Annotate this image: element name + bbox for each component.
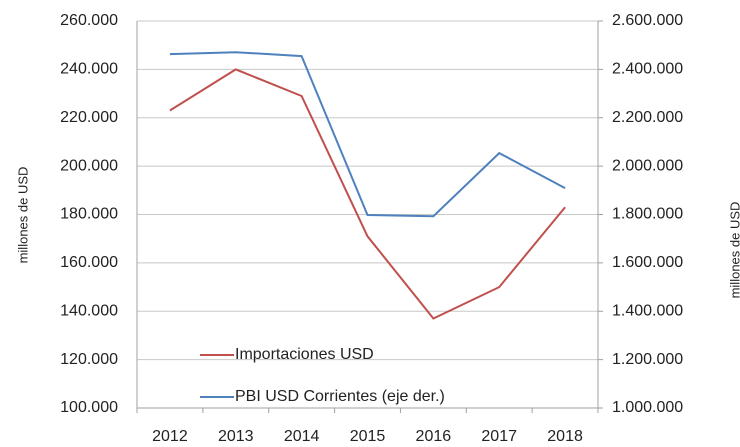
y-tick-label: 120.000 xyxy=(60,351,118,368)
x-tick-label: 2015 xyxy=(350,428,386,445)
x-tick-label: 2013 xyxy=(218,428,254,445)
series-line xyxy=(169,51,566,218)
y2-tick-label: 2.400.000 xyxy=(612,61,683,78)
y-tick-label: 140.000 xyxy=(60,302,118,319)
x-tick-label: 2017 xyxy=(481,428,517,445)
y2-tick-label: 1.000.000 xyxy=(612,399,683,416)
x-tick-label: 2016 xyxy=(416,428,452,445)
y2-tick-label: 2.200.000 xyxy=(612,109,683,126)
y-tick-label: 240.000 xyxy=(60,61,118,78)
y-tick-label: 100.000 xyxy=(60,399,118,416)
y2-tick-label: 1.400.000 xyxy=(612,302,683,319)
legend-label: PBI USD Corrientes (eje der.) xyxy=(235,388,445,405)
y2-tick-label: 1.600.000 xyxy=(612,254,683,271)
x-tick-label: 2014 xyxy=(284,428,320,445)
y-axis-label: millones de USD xyxy=(15,167,30,264)
series-line xyxy=(169,68,566,320)
y-tick-label: 200.000 xyxy=(60,157,118,174)
x-tick-label: 2012 xyxy=(152,428,188,445)
y-tick-label: 260.000 xyxy=(60,12,118,29)
y-tick-label: 180.000 xyxy=(60,206,118,223)
y-tick-label: 160.000 xyxy=(60,254,118,271)
legend-label: Importaciones USD xyxy=(235,346,374,363)
y2-tick-label: 1.800.000 xyxy=(612,206,683,223)
y-tick-label: 220.000 xyxy=(60,109,118,126)
y2-axis-label: millones de USD xyxy=(727,202,740,299)
y2-tick-label: 1.200.000 xyxy=(612,351,683,368)
x-tick-label: 2018 xyxy=(547,428,583,445)
y2-tick-label: 2.000.000 xyxy=(612,157,683,174)
y2-tick-label: 2.600.000 xyxy=(612,12,683,29)
